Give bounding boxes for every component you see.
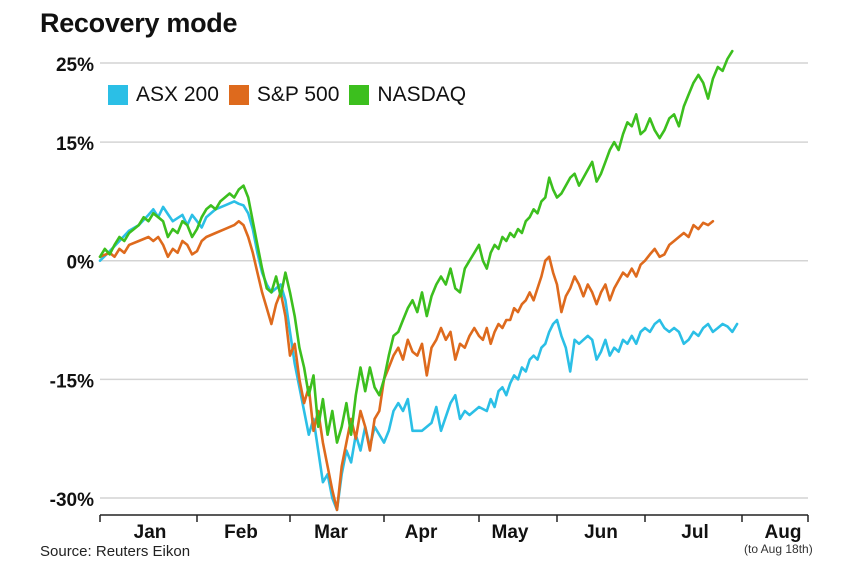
legend-swatch-sp500 (228, 85, 249, 105)
date-note: (to Aug 18th) (744, 542, 813, 556)
series-line-0 (98, 200, 739, 512)
legend-item-sp500: S&P 500 (228, 83, 340, 107)
legend-swatch-nasdaq (349, 85, 370, 105)
series-line-2 (98, 49, 734, 444)
x-tick-label: Feb (224, 522, 258, 543)
legend-label-asx: ASX 200 (136, 83, 219, 106)
y-tick-label: 0% (67, 253, 95, 274)
y-tick-label: 25% (56, 55, 94, 76)
x-tick-label: Mar (314, 522, 348, 543)
x-tick-label: Jan (134, 522, 167, 543)
legend-item-nasdaq: NASDAQ (349, 83, 466, 107)
legend-swatch-asx (108, 85, 128, 105)
x-tick-label: Jul (681, 522, 708, 543)
y-tick-label: -15% (50, 371, 94, 392)
legend-item-asx: ASX 200 (108, 83, 219, 107)
y-tick-label: 15% (56, 134, 94, 155)
legend-label-nasdaq: NASDAQ (377, 83, 467, 106)
x-tick-label: Aug (765, 522, 802, 543)
series-line-1 (98, 219, 715, 512)
x-tick-label: Apr (405, 522, 438, 543)
legend: ASX 200 S&P 500 NASDAQ (108, 83, 476, 107)
chart-title: Recovery mode (40, 8, 238, 38)
source-note: Source: Reuters Eikon (40, 543, 191, 560)
y-tick-label: -30% (50, 490, 94, 511)
x-tick-label: Jun (584, 522, 618, 543)
legend-label-sp500: S&P 500 (256, 83, 340, 106)
x-tick-label: May (492, 522, 529, 543)
